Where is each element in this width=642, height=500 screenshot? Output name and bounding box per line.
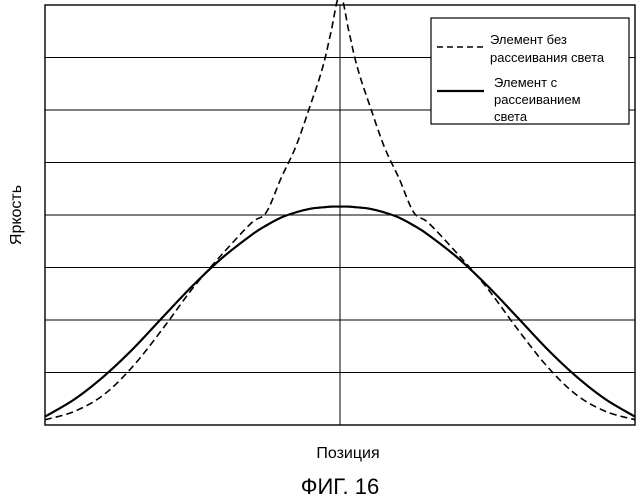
figure-caption: ФИГ. 16 xyxy=(301,474,379,499)
y-axis-label: Яркость xyxy=(8,185,25,245)
legend-label-no-scatter-line1: Элемент без xyxy=(490,32,567,47)
x-axis-label: Позиция xyxy=(316,445,379,462)
legend-label-scatter-line2: рассеиванием xyxy=(494,92,581,107)
legend-label-scatter-line1: Элемент с xyxy=(494,75,558,90)
legend: Элемент без рассеивания света Элемент с … xyxy=(431,18,629,124)
legend-label-no-scatter-line2: рассеивания света xyxy=(490,50,605,65)
legend-label-scatter-line3: света xyxy=(494,109,528,124)
